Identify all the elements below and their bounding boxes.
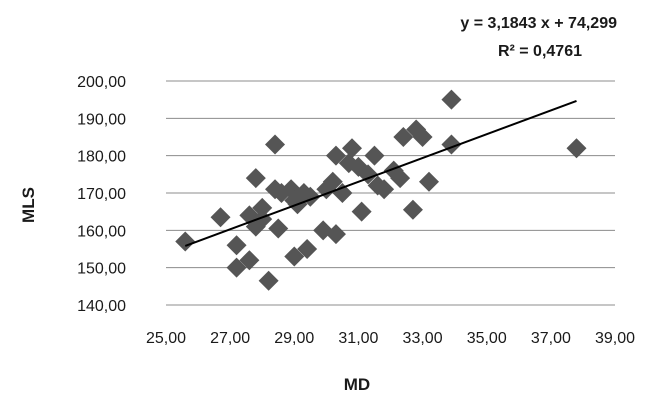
- y-axis-title: MLS: [19, 187, 38, 223]
- y-tick-label: 140,00: [77, 298, 126, 315]
- data-point: [239, 250, 260, 271]
- data-point: [418, 171, 439, 192]
- data-point: [265, 134, 286, 155]
- y-tick-label: 150,00: [77, 261, 126, 278]
- x-tick-label: 39,00: [595, 330, 635, 347]
- x-tick-label: 25,00: [146, 330, 186, 347]
- x-tick-label: 35,00: [467, 330, 507, 347]
- trendline-equation: y = 3,1843 x + 74,299: [460, 15, 617, 32]
- y-tick-labels: 140,00 150,00 160,00 170,00 180,00 190,00 200,…: [77, 74, 126, 315]
- data-point: [297, 239, 318, 259]
- data-point: [351, 201, 372, 222]
- data-point: [268, 218, 289, 239]
- data-point: [390, 168, 411, 189]
- x-axis-title: MD: [344, 375, 370, 394]
- y-tick-label: 170,00: [77, 186, 126, 203]
- data-point: [393, 127, 414, 147]
- data-point: [322, 171, 343, 192]
- data-points: [175, 89, 587, 291]
- y-tick-label: 190,00: [77, 111, 126, 128]
- x-tick-labels: 25,00 27,00 29,00 31,00 33,00 35,00 37,00 39,00: [146, 330, 635, 347]
- data-point: [252, 209, 273, 230]
- data-point: [226, 235, 247, 256]
- data-point: [245, 168, 266, 189]
- data-point: [252, 197, 273, 218]
- data-point: [374, 179, 395, 200]
- x-tick-label: 27,00: [210, 330, 250, 347]
- data-point: [325, 224, 346, 245]
- data-point: [364, 145, 385, 166]
- data-point: [402, 199, 423, 220]
- y-tick-label: 180,00: [77, 149, 126, 166]
- data-point: [258, 270, 279, 291]
- data-point: [342, 138, 363, 159]
- data-point: [332, 183, 353, 203]
- data-point: [210, 207, 231, 228]
- data-point: [175, 231, 196, 252]
- x-tick-label: 29,00: [274, 330, 314, 347]
- data-point: [566, 138, 587, 159]
- trendline: [184, 99, 577, 247]
- data-point: [284, 246, 305, 267]
- y-tick-label: 160,00: [77, 223, 126, 240]
- data-point: [441, 89, 462, 110]
- x-tick-label: 31,00: [338, 330, 378, 347]
- x-tick-label: 37,00: [531, 330, 571, 347]
- data-point: [325, 145, 346, 166]
- data-point: [226, 257, 247, 278]
- data-point: [412, 127, 433, 147]
- y-tick-label: 200,00: [77, 74, 126, 91]
- x-tick-label: 33,00: [403, 330, 443, 347]
- r-squared-label: R² = 0,4761: [498, 43, 582, 60]
